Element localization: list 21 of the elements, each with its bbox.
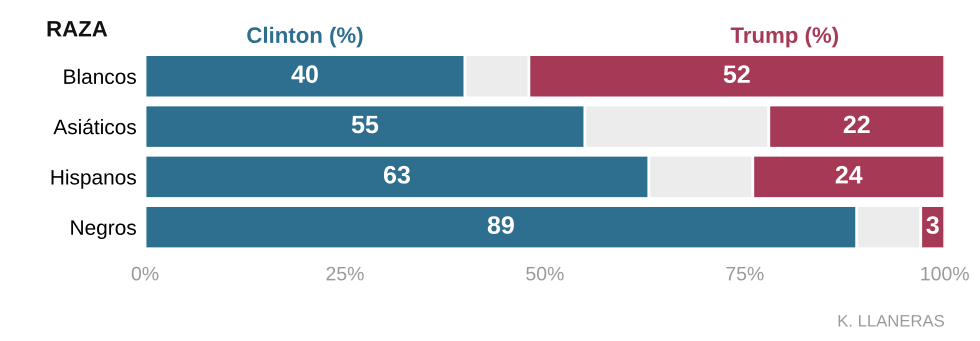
series-label: Clinton (%)	[247, 26, 362, 48]
y-tick-label: Negros	[71, 220, 136, 240]
x-tick-label: 75%	[726, 266, 764, 281]
x-tick-label: 100%	[921, 266, 969, 281]
x-tick-label: 0%	[132, 266, 158, 281]
data-label: 22	[844, 116, 870, 134]
series-label: Trump (%)	[730, 26, 838, 48]
data-label: 40	[291, 65, 318, 84]
data-label: 89	[488, 216, 514, 234]
text: K. LLANERAS	[838, 314, 944, 327]
data-label: 52	[724, 65, 750, 84]
data-label: 3	[926, 216, 939, 234]
x-tick-label: 50%	[526, 266, 564, 281]
y-axis-title: RAZA	[48, 21, 108, 36]
data-label: 24	[836, 166, 863, 184]
data-label: 63	[384, 166, 410, 184]
data-label: 55	[352, 116, 378, 134]
x-tick-label: 25%	[326, 266, 364, 281]
y-tick-label: Blancos	[64, 68, 136, 84]
y-tick-label: Asiáticos	[53, 118, 136, 134]
y-tick-label: Hispanos	[52, 169, 136, 189]
